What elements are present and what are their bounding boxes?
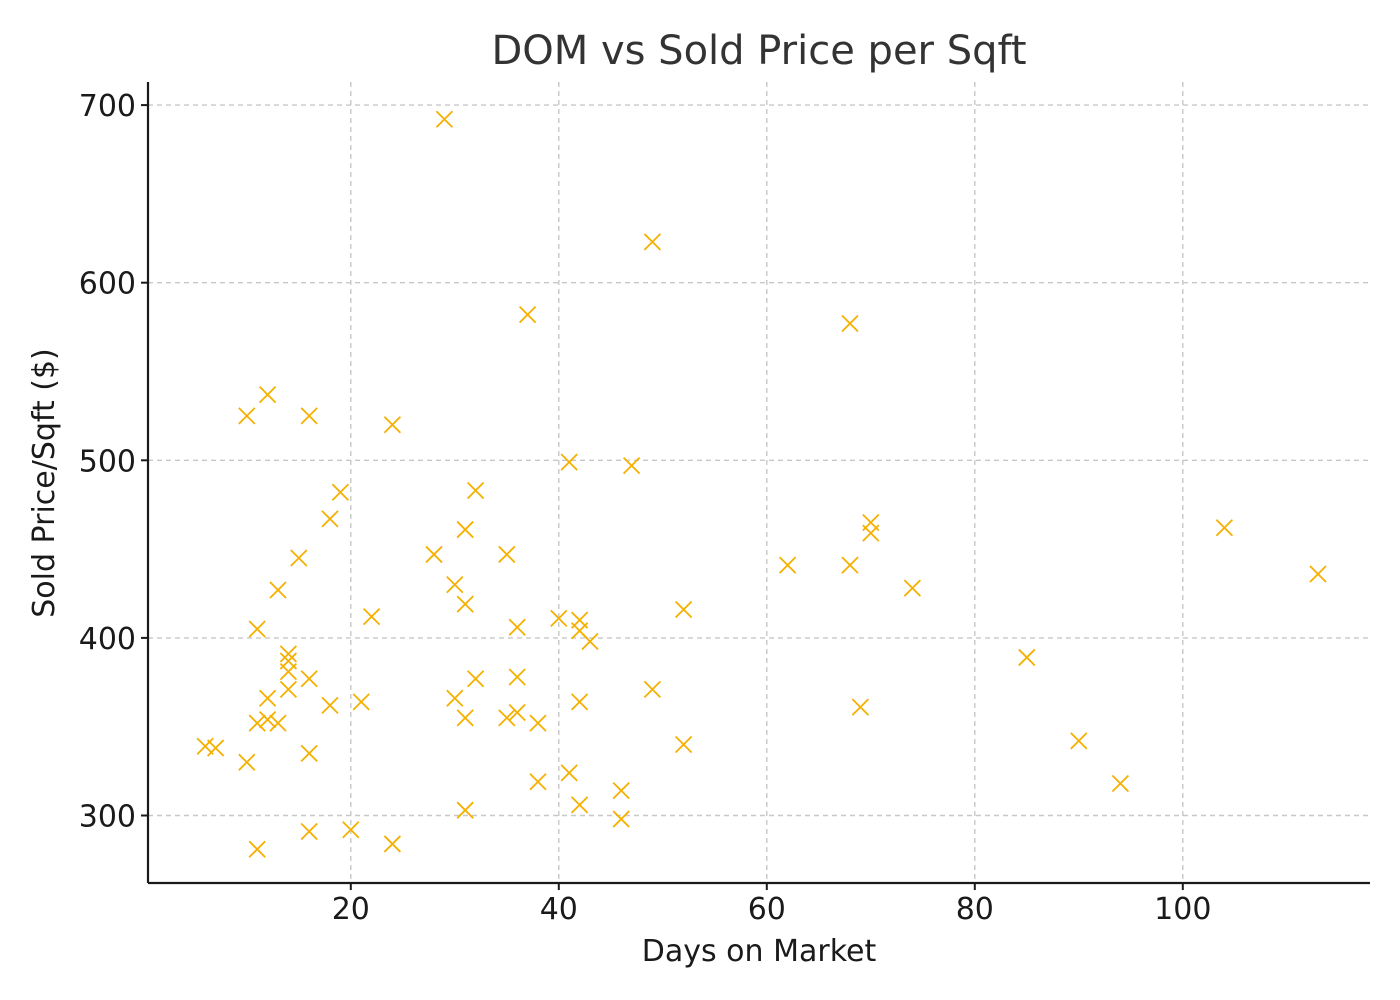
data-point — [279, 663, 298, 681]
data-points — [196, 110, 1327, 858]
data-point — [674, 600, 693, 619]
axes — [146, 82, 1370, 885]
data-point — [342, 821, 360, 839]
data-point — [456, 595, 474, 613]
data-point — [581, 632, 599, 651]
data-point — [435, 110, 454, 128]
data-point — [456, 801, 474, 819]
data-point — [851, 698, 870, 716]
data-point — [1309, 565, 1327, 583]
data-point — [498, 545, 516, 564]
data-point — [258, 385, 277, 404]
data-point — [300, 822, 318, 841]
data-point — [383, 835, 402, 853]
data-point — [560, 764, 578, 782]
data-point — [425, 545, 443, 564]
data-point — [903, 579, 922, 597]
data-point — [248, 620, 266, 638]
x-tick-label: 20 — [332, 892, 370, 927]
data-point — [196, 737, 214, 755]
data-point — [290, 549, 308, 567]
data-point — [331, 483, 350, 501]
data-point — [612, 810, 630, 828]
data-point — [570, 693, 589, 711]
data-point — [570, 796, 589, 814]
data-point — [508, 618, 526, 636]
data-point — [518, 306, 537, 324]
data-point — [279, 680, 298, 699]
x-tick-label: 100 — [1154, 892, 1211, 927]
data-point — [383, 416, 402, 434]
data-point — [622, 456, 641, 475]
data-point — [529, 773, 547, 791]
data-point — [643, 680, 662, 699]
data-point — [466, 670, 485, 688]
data-point — [674, 735, 693, 754]
data-point — [456, 709, 474, 727]
data-point — [248, 840, 266, 858]
x-tick-label: 60 — [748, 892, 786, 927]
data-point — [248, 714, 266, 732]
data-point — [612, 782, 630, 800]
data-point — [279, 645, 298, 663]
grid-lines — [148, 82, 1370, 883]
data-point — [362, 607, 381, 626]
y-axis-label: Sold Price/Sqft ($) — [27, 348, 62, 618]
x-tick-label: 80 — [956, 892, 994, 927]
data-point — [643, 233, 662, 251]
data-point — [1111, 774, 1130, 793]
data-point — [508, 703, 526, 722]
data-point — [862, 524, 880, 542]
data-point — [300, 407, 318, 425]
data-point — [466, 481, 485, 500]
ticks: 20 40 60 80 100 300 400 500 600 700 — [79, 89, 1212, 927]
x-tick-label: 40 — [540, 892, 578, 927]
data-point — [841, 314, 859, 333]
data-point — [321, 696, 339, 715]
data-point — [446, 689, 464, 707]
data-point — [300, 670, 318, 688]
data-point — [321, 510, 339, 528]
x-axis-label: Days on Market — [642, 934, 877, 969]
chart-title: DOM vs Sold Price per Sqft — [491, 28, 1026, 74]
data-point — [560, 453, 578, 471]
data-point — [550, 609, 568, 628]
data-point — [446, 575, 464, 594]
data-point — [529, 714, 547, 732]
data-point — [258, 689, 277, 707]
data-point — [352, 693, 370, 711]
y-tick-label: 300 — [79, 800, 136, 835]
data-point — [269, 714, 287, 732]
data-point — [258, 710, 277, 729]
data-point — [269, 581, 287, 599]
y-tick-label: 700 — [79, 89, 136, 124]
data-point — [508, 668, 526, 686]
data-point — [238, 753, 256, 771]
y-tick-label: 400 — [79, 622, 136, 657]
y-tick-label: 600 — [79, 267, 136, 302]
data-point — [456, 520, 474, 539]
data-point — [238, 407, 256, 425]
data-point — [841, 556, 859, 574]
data-point — [1070, 732, 1088, 750]
data-point — [1215, 519, 1234, 537]
data-point — [300, 744, 318, 762]
data-point — [498, 709, 516, 727]
y-tick-label: 500 — [79, 444, 136, 479]
data-point — [206, 739, 225, 757]
data-point — [1018, 648, 1036, 667]
data-point — [778, 556, 797, 574]
